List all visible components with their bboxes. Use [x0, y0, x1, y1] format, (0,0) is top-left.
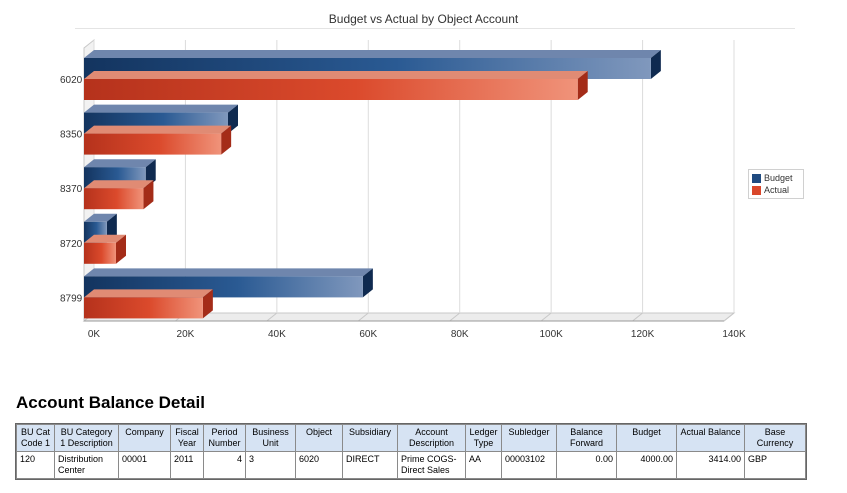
- x-tick-label: 40K: [268, 329, 286, 340]
- detail-section-title: Account Balance Detail: [16, 393, 205, 412]
- bar-actual: [84, 133, 222, 155]
- legend-label-budget: Budget: [764, 173, 793, 183]
- table-cell: 6020: [295, 451, 343, 479]
- y-category-label: 8799: [60, 293, 83, 304]
- x-tick-label: 140K: [722, 329, 746, 340]
- column-header[interactable]: Actual Balance: [676, 424, 745, 452]
- x-tick-label: 120K: [631, 329, 655, 340]
- column-header[interactable]: BU Category 1 Description: [54, 424, 119, 452]
- x-tick-label: 60K: [359, 329, 377, 340]
- column-header[interactable]: Subledger: [501, 424, 557, 452]
- bar-chart: 0K 20K 40K 60K 80K 100K 120K 140K 6020 8350 8370 87…: [60, 38, 746, 340]
- bar-side-budget: [362, 268, 373, 298]
- bar-top-budget: [84, 50, 661, 58]
- gridline-floor: [266, 312, 278, 322]
- x-tick-label: 20K: [177, 329, 195, 340]
- title-divider: [75, 28, 795, 29]
- column-header[interactable]: Object: [295, 424, 343, 452]
- column-header[interactable]: Company: [118, 424, 171, 452]
- bar-side-budget: [650, 50, 661, 79]
- gridline-floor: [357, 312, 369, 322]
- y-category-label: 8370: [60, 184, 83, 195]
- table-cell: GBP: [744, 451, 806, 479]
- table-cell: 00001: [118, 451, 171, 479]
- bar-actual: [84, 242, 116, 264]
- column-header[interactable]: Fiscal Year: [170, 424, 204, 452]
- table-row[interactable]: 120 Distribution Center 00001 2011 4 3 6020 DIR…: [16, 451, 806, 479]
- column-header[interactable]: Period Number: [203, 424, 246, 452]
- bar-side-actual: [143, 180, 154, 210]
- legend-item-actual[interactable]: Actual: [752, 184, 800, 196]
- chart-legend: Budget Actual: [748, 169, 804, 199]
- bar-top-actual: [84, 125, 232, 134]
- column-header[interactable]: BU Cat Code 1: [16, 424, 55, 452]
- gridline-floor: [723, 312, 735, 322]
- bar-top-budget: [84, 268, 373, 277]
- table-cell: Prime COGS-Direct Sales: [397, 451, 466, 479]
- gridline-floor: [632, 312, 643, 322]
- bar-top-actual: [84, 71, 588, 79]
- bar-top-budget: [84, 159, 156, 168]
- bar-side-actual: [577, 71, 588, 100]
- column-header[interactable]: Budget: [616, 424, 677, 452]
- table-cell: 120: [16, 451, 55, 479]
- table-cell: 4000.00: [616, 451, 677, 479]
- column-header[interactable]: Base Currency: [744, 424, 806, 452]
- gridline-floor: [540, 312, 552, 322]
- column-header[interactable]: Account Description: [397, 424, 466, 452]
- bar-top-actual: [84, 289, 213, 298]
- bar-top-actual: [84, 180, 154, 189]
- chart-title: Budget vs Actual by Object Account: [328, 12, 519, 26]
- column-header[interactable]: Subsidiary: [342, 424, 398, 452]
- table-header-row: BU Cat Code 1 BU Category 1 Description Co…: [16, 424, 806, 452]
- x-tick-label: 100K: [539, 329, 563, 340]
- table-cell: DIRECT: [342, 451, 398, 479]
- y-category-label: 8720: [60, 239, 83, 250]
- table-cell: 3414.00: [676, 451, 745, 479]
- table-cell: 00003102: [501, 451, 557, 479]
- bar-actual: [84, 297, 203, 319]
- legend-swatch-actual: [752, 185, 761, 195]
- table-cell: 0.00: [556, 451, 617, 479]
- bar-actual: [84, 188, 144, 210]
- x-tick-label: 0K: [88, 329, 101, 340]
- legend-item-budget[interactable]: Budget: [752, 172, 800, 184]
- account-balance-table: BU Cat Code 1 BU Category 1 Description Co…: [15, 423, 807, 480]
- table-cell: Distribution Center: [54, 451, 119, 479]
- y-category-label: 8350: [60, 130, 83, 141]
- x-tick-label: 80K: [451, 329, 469, 340]
- bar-side-actual: [221, 125, 232, 155]
- legend-label-actual: Actual: [764, 185, 790, 195]
- legend-swatch-budget: [752, 173, 761, 183]
- y-category-label: 6020: [60, 75, 83, 86]
- bar-top-budget: [84, 213, 117, 222]
- bar-top-actual: [84, 234, 126, 243]
- table-cell: 3: [245, 451, 296, 479]
- column-header[interactable]: Ledger Type: [465, 424, 502, 452]
- table-cell: AA: [465, 451, 502, 479]
- bar-top-budget: [84, 104, 238, 113]
- column-header[interactable]: Business Unit: [245, 424, 296, 452]
- chart-area: Budget vs Actual by Object Account 0K 20K…: [60, 12, 804, 340]
- bar-actual: [84, 79, 578, 100]
- bar-side-actual: [202, 289, 213, 319]
- column-header[interactable]: Balance Forward: [556, 424, 617, 452]
- gridline-floor: [449, 312, 461, 322]
- table-cell: 2011: [170, 451, 204, 479]
- table-cell: 4: [203, 451, 246, 479]
- bar-side-actual: [116, 234, 126, 264]
